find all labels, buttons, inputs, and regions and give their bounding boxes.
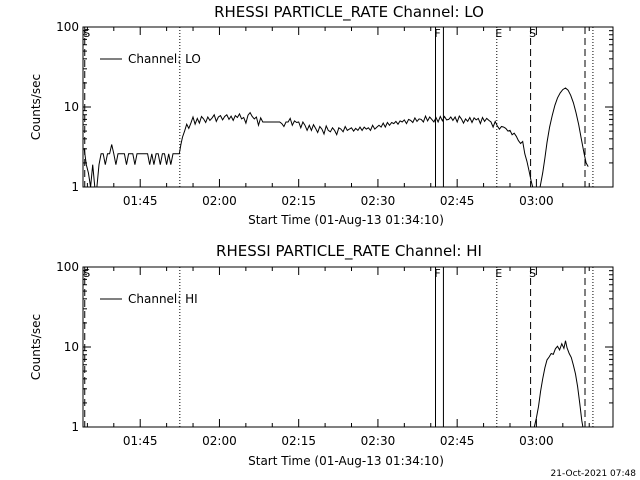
x-tick-label-hi: 02:30 xyxy=(361,434,396,448)
event-label-lo: S xyxy=(529,27,536,40)
y-tick-label-hi: 100 xyxy=(56,260,79,274)
y-tick-label-hi: 1 xyxy=(71,420,79,434)
y-axis-label-lo: Counts/sec xyxy=(29,74,43,140)
x-axis-label-lo: Start Time (01-Aug-13 01:34:10) xyxy=(248,213,444,227)
legend-label-hi: Channel: HI xyxy=(128,292,198,306)
chart-title-lo: RHESSI PARTICLE_RATE Channel: LO xyxy=(214,3,484,22)
x-tick-label-hi: 02:15 xyxy=(281,434,316,448)
plot-area-lo: 1 10 100 01:45 02:00 02:15 02:30 02:45 03:00 S F E S… xyxy=(56,20,614,208)
x-tick-label-lo: 02:00 xyxy=(202,194,237,208)
plot-frame-hi xyxy=(82,266,614,428)
x-tick-label-hi: 01:45 xyxy=(123,434,158,448)
y-tick-label-lo: 10 xyxy=(64,100,79,114)
y-tick-label-lo: 1 xyxy=(71,180,79,194)
x-tick-label-lo: 02:15 xyxy=(281,194,316,208)
event-label-hi: E xyxy=(495,267,502,280)
x-tick-label-hi: 03:00 xyxy=(519,434,554,448)
y-tick-label-lo: 100 xyxy=(56,20,79,34)
y-axis-label-hi: Counts/sec xyxy=(29,314,43,380)
x-tick-label-hi: 02:00 xyxy=(202,434,237,448)
plot-frame-lo xyxy=(82,26,614,188)
x-tick-label-lo: 02:30 xyxy=(361,194,396,208)
event-label-hi: S xyxy=(529,267,536,280)
footer-timestamp: 21-Oct-2021 07:48 xyxy=(551,469,637,479)
event-label-hi: F xyxy=(434,267,440,280)
event-label-lo: S xyxy=(83,27,90,40)
chart-title-hi: RHESSI PARTICLE_RATE Channel: HI xyxy=(216,242,482,261)
x-tick-label-lo: 03:00 xyxy=(519,194,554,208)
panel-hi: RHESSI PARTICLE_RATE Channel: HI Counts/… xyxy=(29,242,614,468)
event-label-lo: F xyxy=(434,27,440,40)
panel-lo: RHESSI PARTICLE_RATE Channel: LO Counts/… xyxy=(29,3,614,227)
x-tick-label-hi: 02:45 xyxy=(440,434,475,448)
event-label-hi: S xyxy=(83,267,90,280)
x-tick-label-lo: 02:45 xyxy=(440,194,475,208)
event-label-lo: E xyxy=(495,27,502,40)
y-tick-label-hi: 10 xyxy=(64,340,79,354)
series-line-lo xyxy=(83,87,589,188)
plot-area-hi: 1 10 100 01:45 02:00 02:15 02:30 02:45 03:00 S F E S… xyxy=(56,260,614,448)
x-tick-label-lo: 01:45 xyxy=(123,194,158,208)
series-line-hi xyxy=(533,340,584,428)
legend-label-lo: Channel: LO xyxy=(128,52,201,66)
x-axis-label-hi: Start Time (01-Aug-13 01:34:10) xyxy=(248,454,444,468)
